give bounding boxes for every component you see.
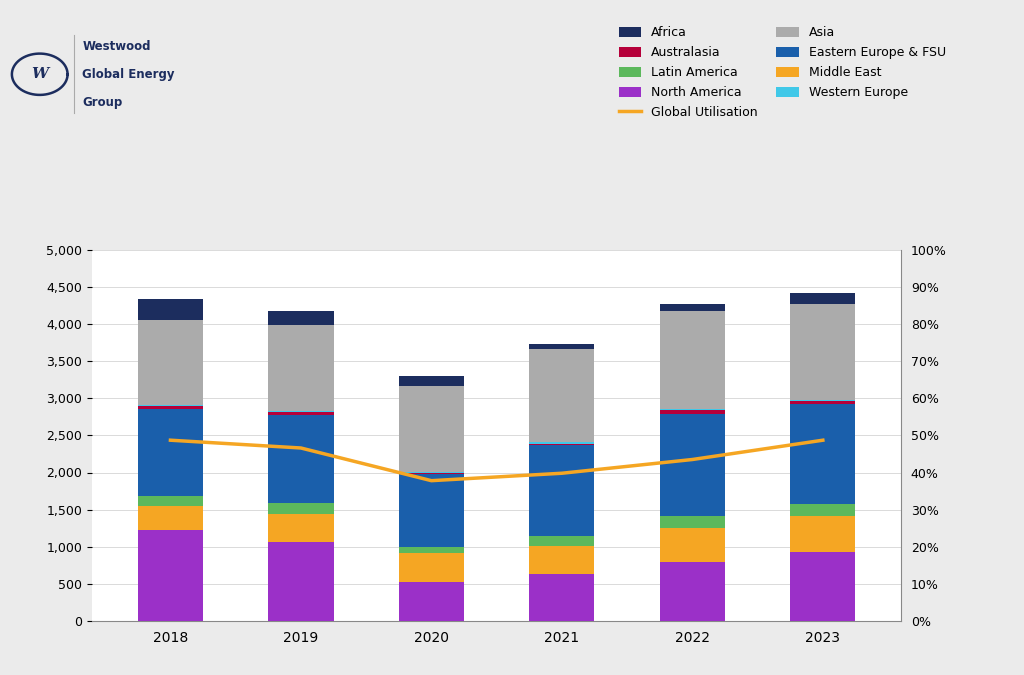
Bar — [529, 344, 595, 349]
Bar — [268, 325, 334, 410]
Bar — [529, 537, 595, 546]
Bar — [398, 474, 464, 547]
Bar — [138, 531, 203, 621]
Bar — [138, 299, 203, 321]
Bar — [791, 401, 855, 404]
Bar — [529, 445, 595, 537]
Bar — [268, 410, 334, 412]
Bar — [398, 472, 464, 474]
Bar — [529, 349, 595, 442]
Bar — [791, 293, 855, 304]
Bar — [791, 504, 855, 516]
Bar — [398, 376, 464, 385]
Bar — [791, 552, 855, 621]
Bar — [659, 528, 725, 562]
Bar — [529, 443, 595, 445]
Bar — [529, 546, 595, 574]
Bar — [791, 404, 855, 504]
Bar — [268, 514, 334, 542]
Bar — [659, 311, 725, 408]
Bar — [659, 562, 725, 621]
Bar — [659, 414, 725, 516]
Bar — [398, 554, 464, 582]
Bar — [268, 311, 334, 325]
Bar — [138, 405, 203, 406]
Bar — [659, 516, 725, 528]
Bar — [398, 547, 464, 554]
Bar — [659, 304, 725, 311]
Text: W: W — [31, 68, 48, 81]
Bar — [268, 503, 334, 514]
Bar — [659, 408, 725, 410]
Bar — [138, 408, 203, 496]
Bar — [529, 574, 595, 621]
Bar — [138, 321, 203, 405]
Text: Group: Group — [82, 96, 123, 109]
Text: Global Energy: Global Energy — [82, 68, 175, 81]
Bar — [398, 582, 464, 621]
Bar — [791, 400, 855, 401]
Text: Westwood: Westwood — [82, 40, 151, 53]
Legend: Africa, Australasia, Latin America, North America, Global Utilisation, Asia, Eas: Africa, Australasia, Latin America, Nort… — [618, 26, 946, 119]
Bar — [529, 442, 595, 443]
Bar — [138, 406, 203, 408]
Bar — [268, 412, 334, 414]
Bar — [138, 506, 203, 531]
Bar — [138, 496, 203, 506]
Bar — [791, 516, 855, 552]
Bar — [659, 410, 725, 414]
Bar — [398, 385, 464, 472]
Bar — [268, 414, 334, 503]
Bar — [791, 304, 855, 400]
Bar — [268, 542, 334, 621]
